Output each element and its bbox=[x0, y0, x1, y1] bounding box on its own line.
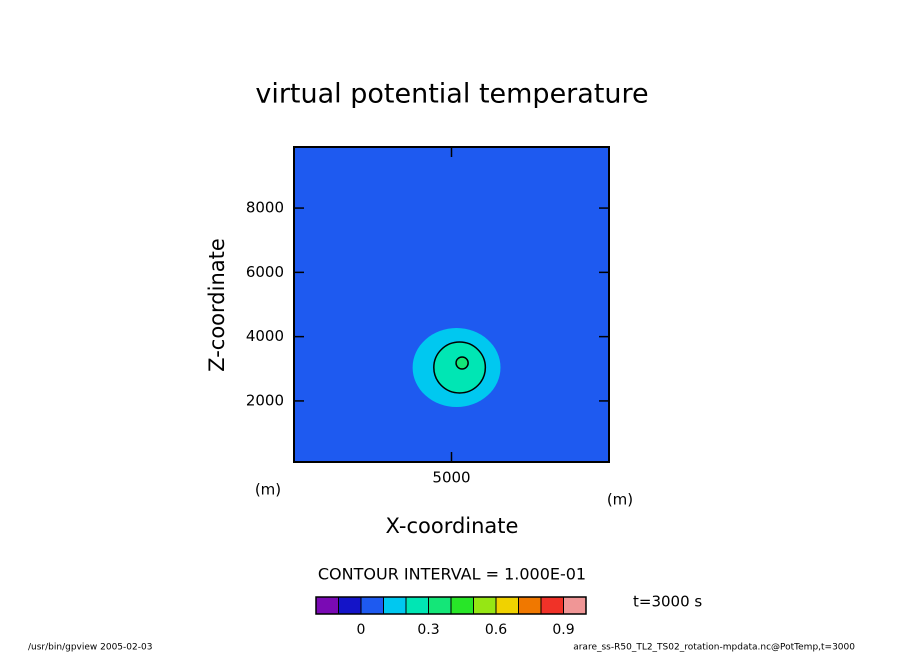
x-tick-label: 5000 bbox=[432, 469, 470, 487]
y-axis-label: Z-coordinate bbox=[205, 238, 229, 372]
x-axis-label: X-coordinate bbox=[386, 514, 519, 538]
colorbar-box bbox=[495, 596, 519, 615]
contour-region bbox=[455, 356, 469, 370]
colorbar-tick-label: 0 bbox=[357, 622, 366, 638]
colorbar-tick-label: 0.6 bbox=[485, 622, 507, 638]
colorbar-frame bbox=[315, 596, 587, 615]
y-tick-label: 6000 bbox=[246, 263, 284, 281]
footer-right: arare_ss-R50_TL2_TS02_rotation-mpdata.nc… bbox=[573, 643, 855, 653]
colorbar-box bbox=[473, 596, 497, 615]
y-tick-label: 2000 bbox=[246, 391, 284, 409]
colorbar-box bbox=[563, 596, 587, 615]
colorbar-box bbox=[428, 596, 452, 615]
y-tick-label: 8000 bbox=[246, 199, 284, 217]
colorbar-box bbox=[450, 596, 474, 615]
field-background bbox=[294, 147, 609, 462]
colorbar-box bbox=[315, 596, 339, 615]
colorbar-tick-label: 0.3 bbox=[417, 622, 439, 638]
chart-title: virtual potential temperature bbox=[255, 79, 648, 110]
colorbar-box bbox=[405, 596, 429, 615]
y-unit: (m) bbox=[255, 481, 281, 499]
footer-left: /usr/bin/gpview 2005-02-03 bbox=[28, 643, 152, 653]
colorbar-tick-label: 0.9 bbox=[552, 622, 574, 638]
colorbar-box bbox=[360, 596, 384, 615]
colorbar-box bbox=[518, 596, 542, 615]
x-unit: (m) bbox=[607, 491, 633, 509]
y-tick-label: 4000 bbox=[246, 327, 284, 345]
contour-interval: CONTOUR INTERVAL = 1.000E-01 bbox=[318, 565, 586, 584]
colorbar-box bbox=[383, 596, 407, 615]
time-label: t=3000 s bbox=[633, 593, 702, 611]
colorbar-box bbox=[540, 596, 564, 615]
colorbar-box bbox=[338, 596, 362, 615]
